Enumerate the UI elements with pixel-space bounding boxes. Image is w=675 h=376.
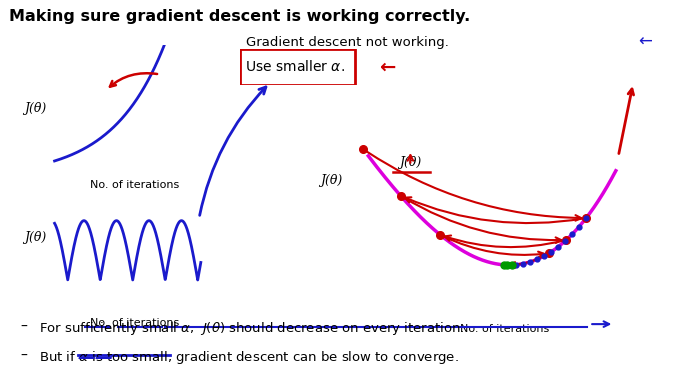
Text: –: – <box>20 349 27 363</box>
Bar <box>240 49 356 85</box>
Text: J(θ): J(θ) <box>24 102 47 115</box>
Text: No. of iterations: No. of iterations <box>90 318 180 328</box>
Text: Use smaller $\alpha$.: Use smaller $\alpha$. <box>245 59 345 74</box>
Text: ←: ← <box>638 32 652 50</box>
Text: –: – <box>20 320 27 334</box>
Text: For sufficiently small $\alpha$,  $J(\theta)$ should decrease on every iteration: For sufficiently small $\alpha$, $J(\the… <box>39 320 465 337</box>
Text: Gradient descent not working.: Gradient descent not working. <box>246 36 450 49</box>
Text: ←: ← <box>379 58 396 77</box>
Text: Making sure gradient descent is working correctly.: Making sure gradient descent is working … <box>9 9 470 24</box>
Text: No. of iterations: No. of iterations <box>90 180 180 190</box>
Text: ——: —— <box>78 349 113 367</box>
Text: No. of iterations: No. of iterations <box>460 324 549 334</box>
Text: J(θ): J(θ) <box>320 174 342 187</box>
Text: J(θ): J(θ) <box>24 232 47 244</box>
Text: But if $\alpha$ is too small, gradient descent can be slow to converge.: But if $\alpha$ is too small, gradient d… <box>39 349 459 366</box>
Text: J(θ): J(θ) <box>400 156 421 168</box>
